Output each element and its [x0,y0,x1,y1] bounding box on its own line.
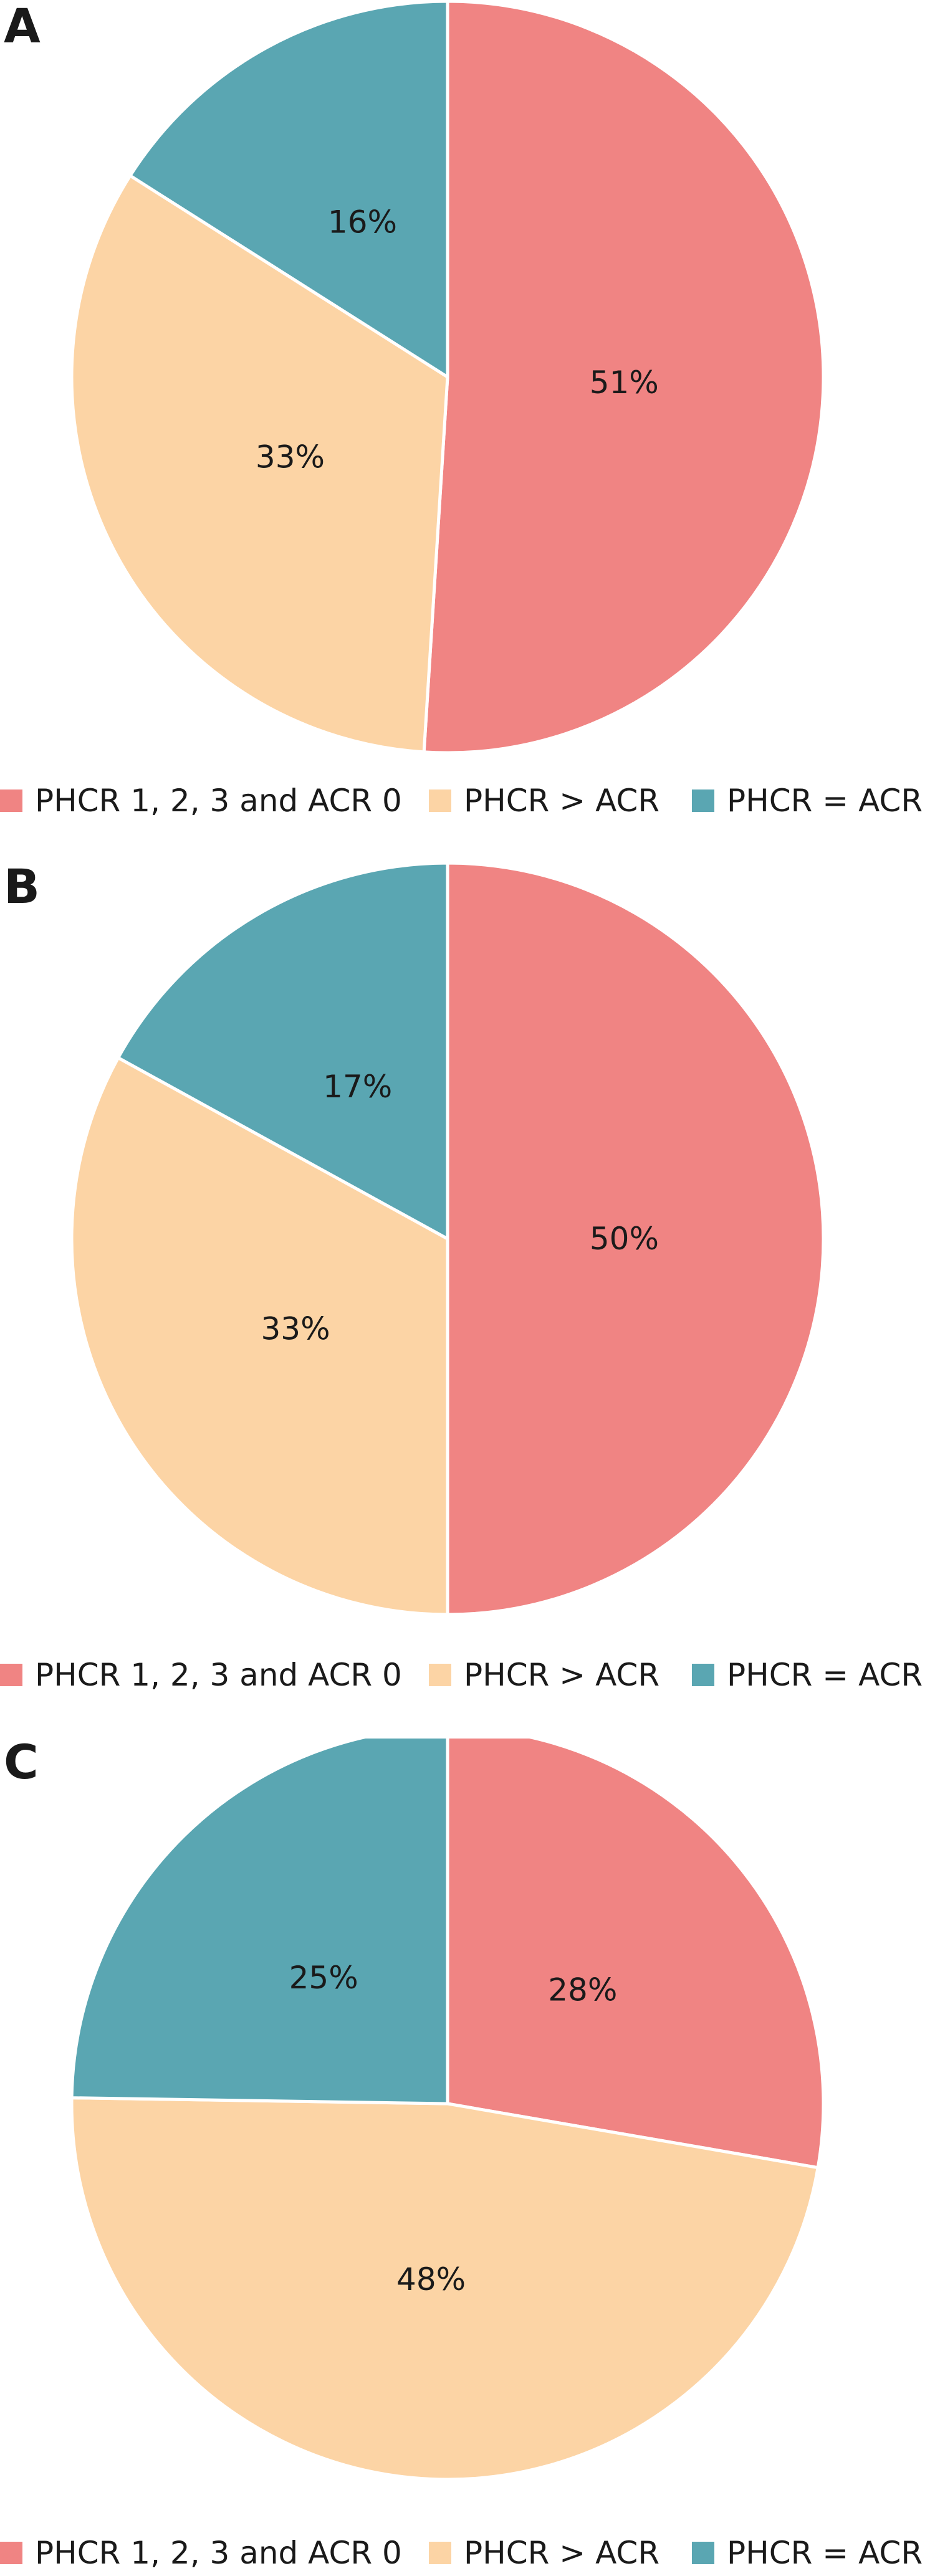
legend-item-phcr-gt-acr: PHCR > ACR [429,1653,659,1697]
legend-label-phcr-gt-acr: PHCR > ACR [464,1657,660,1693]
panel-letter-b: B [4,859,40,914]
pie-slice-phcr-acr0 [422,0,825,755]
legend-swatch-phcr-eq-acr [692,1664,714,1686]
legend-label-phcr-eq-acr: PHCR = ACR [727,1657,923,1693]
pie-chart-c: 28% 48% 25% [70,1739,825,2481]
slice-label-phcr-acr0: 28% [548,1972,617,2008]
legend-label-phcr-gt-acr: PHCR > ACR [464,2535,660,2571]
pie-panel-c: C 28% 48% 25% PHCR 1, 2, 3 and ACR 0 PHCR >… [0,1739,935,2576]
panel-letter-a: A [4,0,41,54]
legend-swatch-phcr-gt-acr [429,2542,451,2564]
legend-c: PHCR 1, 2, 3 and ACR 0 PHCR > ACR PHCR = A… [0,2531,935,2575]
pie-chart-b: 50% 33% 17% [70,863,825,1616]
pie-panel-a: A 51% 33% 16% PHCR 1, 2, 3 and ACR 0 PHCR >… [0,0,935,866]
pie-slice-phcr-acr0 [446,1739,825,2170]
legend-b: PHCR 1, 2, 3 and ACR 0 PHCR > ACR PHCR = A… [0,1653,935,1697]
pie-chart-a: 51% 33% 16% [70,0,825,755]
panel-letter-c: C [4,1734,39,1790]
pie-slice-phcr-gt-acr [70,1056,449,1616]
slice-label-phcr-eq-acr: 17% [323,1069,392,1105]
legend-label-phcr-eq-acr: PHCR = ACR [727,783,923,819]
pie-slice-phcr-eq-acr [117,863,449,1241]
legend-item-phcr-acr0: PHCR 1, 2, 3 and ACR 0 [0,779,402,823]
pie-slice-phcr-eq-acr [70,1739,449,2106]
slice-label-phcr-acr0: 51% [590,365,659,401]
legend-swatch-phcr-acr0 [0,2542,22,2564]
legend-label-phcr-acr0: PHCR 1, 2, 3 and ACR 0 [35,1657,402,1693]
legend-swatch-phcr-eq-acr [692,789,714,812]
pie-panel-b: B 50% 33% 17% PHCR 1, 2, 3 and ACR 0 PHCR >… [0,863,935,1729]
legend-swatch-phcr-gt-acr [429,789,451,812]
legend-item-phcr-gt-acr: PHCR > ACR [429,779,659,823]
pie-slice-phcr-eq-acr [128,0,449,379]
slice-label-phcr-gt-acr: 33% [256,439,325,475]
legend-swatch-phcr-acr0 [0,789,22,812]
slice-label-phcr-gt-acr: 48% [396,2261,466,2297]
legend-swatch-phcr-eq-acr [692,2542,714,2564]
legend-item-phcr-eq-acr: PHCR = ACR [692,1653,923,1697]
legend-item-phcr-acr0: PHCR 1, 2, 3 and ACR 0 [0,1653,402,1697]
legend-swatch-phcr-acr0 [0,1664,22,1686]
slice-label-phcr-eq-acr: 25% [289,1960,358,1996]
pie-slice-phcr-gt-acr [70,2096,820,2481]
legend-swatch-phcr-gt-acr [429,1664,451,1686]
legend-a: PHCR 1, 2, 3 and ACR 0 PHCR > ACR PHCR = A… [0,779,935,823]
legend-item-phcr-eq-acr: PHCR = ACR [692,2531,923,2575]
legend-label-phcr-gt-acr: PHCR > ACR [464,783,660,819]
legend-item-phcr-eq-acr: PHCR = ACR [692,779,923,823]
legend-item-phcr-gt-acr: PHCR > ACR [429,2531,659,2575]
legend-label-phcr-acr0: PHCR 1, 2, 3 and ACR 0 [35,783,402,819]
slice-label-phcr-acr0: 50% [590,1221,659,1257]
legend-label-phcr-acr0: PHCR 1, 2, 3 and ACR 0 [35,2535,402,2571]
slice-label-phcr-gt-acr: 33% [261,1310,330,1347]
legend-item-phcr-acr0: PHCR 1, 2, 3 and ACR 0 [0,2531,402,2575]
pie-slice-phcr-gt-acr [70,174,449,754]
slice-label-phcr-eq-acr: 16% [328,204,397,241]
pie-slice-phcr-acr0 [446,863,825,1616]
legend-label-phcr-eq-acr: PHCR = ACR [727,2535,923,2571]
